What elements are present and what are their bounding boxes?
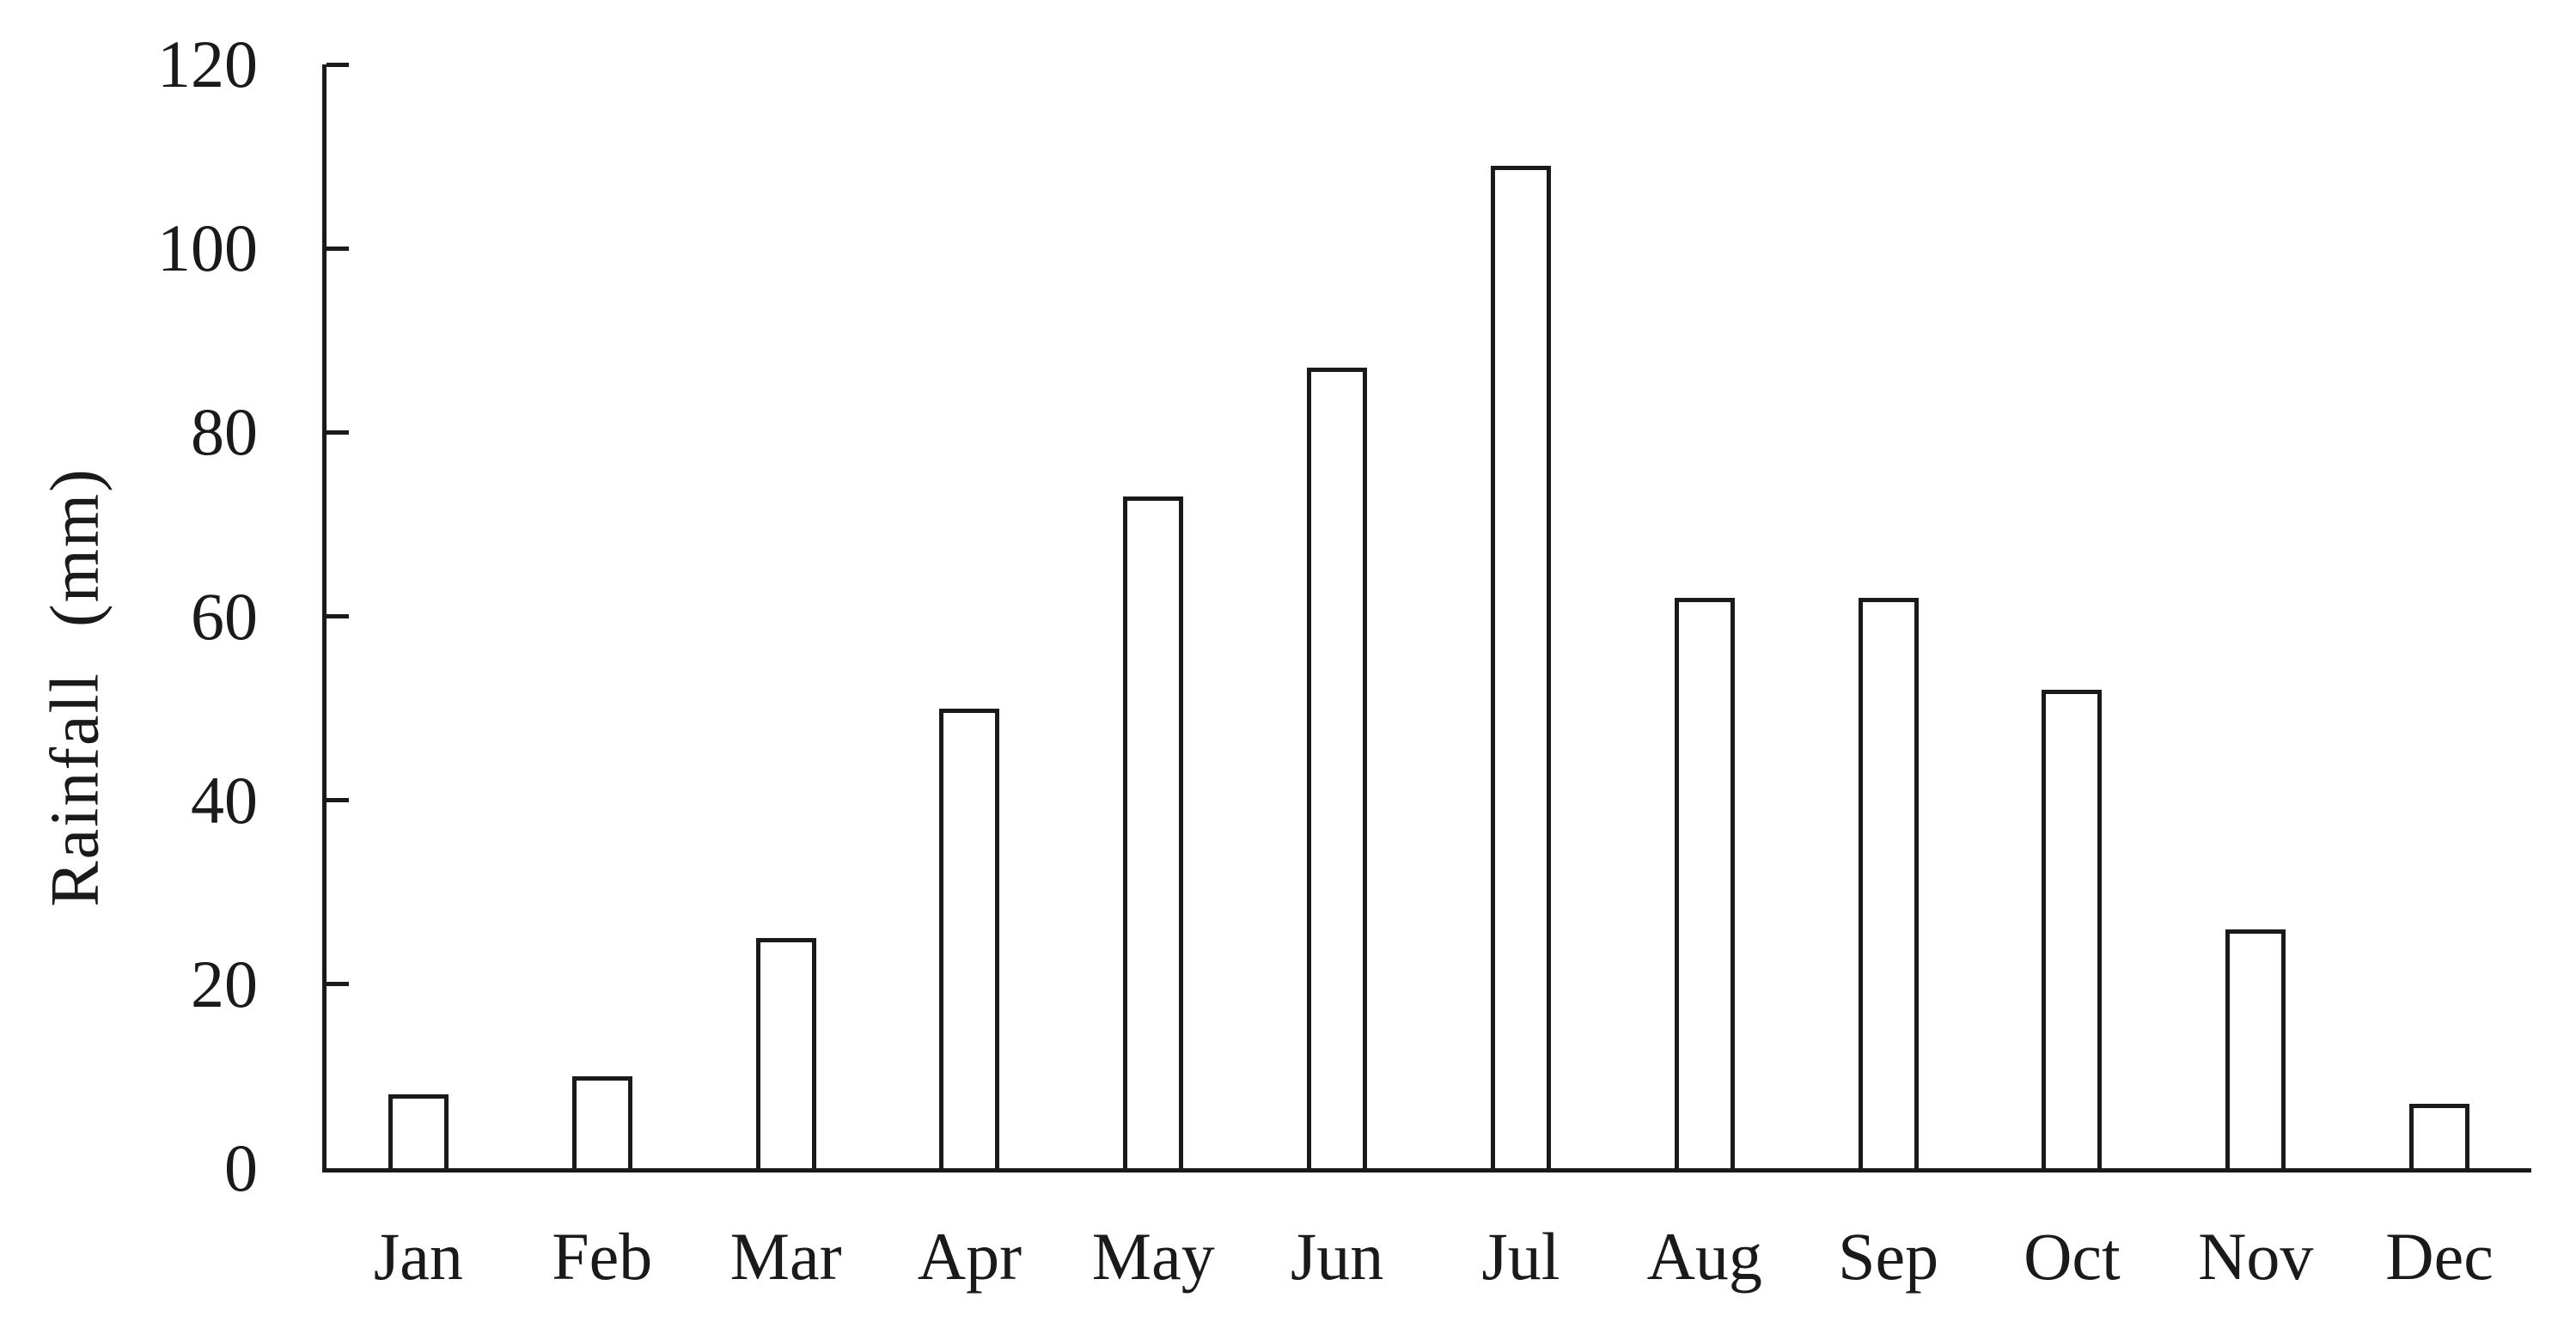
y-tick-label-20: 20 — [191, 946, 258, 1021]
bar-jun — [1307, 368, 1368, 1168]
y-tick-label-80: 80 — [191, 394, 258, 470]
x-tick-label-may: May — [1091, 1219, 1215, 1294]
y-axis-tick-80 — [327, 429, 349, 435]
y-tick-label-100: 100 — [157, 210, 258, 286]
x-tick-label-jan: Jan — [373, 1219, 463, 1294]
y-axis-tick-120 — [327, 62, 349, 67]
bar-mar — [755, 938, 816, 1168]
y-tick-label-60: 60 — [191, 578, 258, 654]
x-tick-label-apr: Apr — [917, 1219, 1022, 1294]
x-tick-label-feb: Feb — [552, 1219, 653, 1294]
x-tick-label-jun: Jun — [1290, 1219, 1384, 1294]
y-axis-tick-100 — [327, 246, 349, 251]
bar-feb — [571, 1075, 632, 1168]
x-tick-label-aug: Aug — [1646, 1219, 1762, 1294]
y-axis-tick-20 — [327, 982, 349, 987]
x-tick-label-sep: Sep — [1838, 1219, 1939, 1294]
bar-aug — [1674, 598, 1735, 1168]
x-tick-label-mar: Mar — [729, 1219, 842, 1294]
bar-jan — [388, 1094, 449, 1168]
bar-jul — [1490, 165, 1551, 1168]
x-tick-label-jul: Jul — [1481, 1219, 1560, 1294]
y-axis-title: Rainfall (mm) — [37, 467, 113, 907]
y-tick-label-40: 40 — [191, 762, 258, 838]
y-axis-tick-60 — [327, 614, 349, 618]
x-tick-label-dec: Dec — [2385, 1219, 2494, 1294]
bar-may — [1123, 496, 1184, 1168]
x-tick-label-nov: Nov — [2198, 1219, 2314, 1294]
y-axis-tick-40 — [327, 798, 349, 803]
plot-area — [322, 62, 2531, 1173]
bar-apr — [939, 708, 1000, 1168]
bar-dec — [2409, 1104, 2470, 1168]
bar-nov — [2225, 929, 2286, 1168]
y-tick-label-120: 120 — [157, 27, 258, 101]
x-tick-label-oct: Oct — [2024, 1219, 2121, 1294]
bar-sep — [1858, 598, 1919, 1168]
bar-oct — [2042, 690, 2103, 1168]
y-tick-label-0: 0 — [224, 1130, 258, 1205]
